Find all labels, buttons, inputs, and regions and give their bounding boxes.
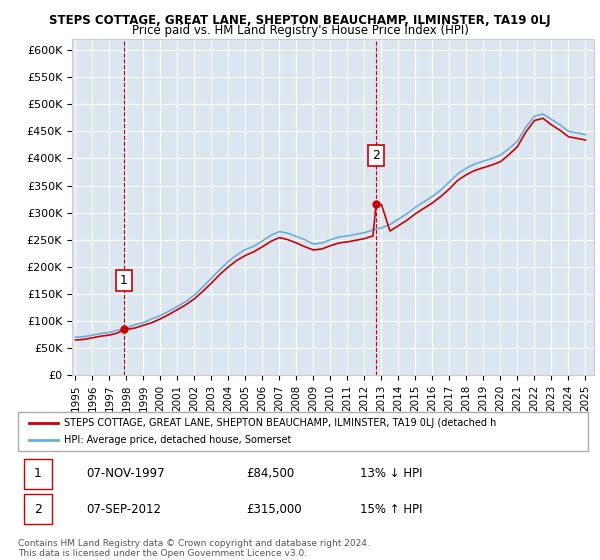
Text: £315,000: £315,000 — [246, 503, 302, 516]
Text: £84,500: £84,500 — [246, 468, 294, 480]
Text: 1: 1 — [34, 468, 42, 480]
Text: Contains HM Land Registry data © Crown copyright and database right 2024.: Contains HM Land Registry data © Crown c… — [18, 539, 370, 548]
Text: 2: 2 — [372, 149, 380, 162]
Text: 07-SEP-2012: 07-SEP-2012 — [86, 503, 161, 516]
FancyBboxPatch shape — [24, 459, 52, 489]
FancyBboxPatch shape — [24, 494, 52, 524]
Text: 15% ↑ HPI: 15% ↑ HPI — [360, 503, 422, 516]
Text: 07-NOV-1997: 07-NOV-1997 — [86, 468, 165, 480]
Text: HPI: Average price, detached house, Somerset: HPI: Average price, detached house, Some… — [64, 435, 291, 445]
Text: 2: 2 — [34, 503, 42, 516]
Text: 13% ↓ HPI: 13% ↓ HPI — [360, 468, 422, 480]
Text: This data is licensed under the Open Government Licence v3.0.: This data is licensed under the Open Gov… — [18, 549, 307, 558]
Text: Price paid vs. HM Land Registry's House Price Index (HPI): Price paid vs. HM Land Registry's House … — [131, 24, 469, 37]
Text: STEPS COTTAGE, GREAT LANE, SHEPTON BEAUCHAMP, ILMINSTER, TA19 0LJ: STEPS COTTAGE, GREAT LANE, SHEPTON BEAUC… — [49, 14, 551, 27]
Text: STEPS COTTAGE, GREAT LANE, SHEPTON BEAUCHAMP, ILMINSTER, TA19 0LJ (detached h: STEPS COTTAGE, GREAT LANE, SHEPTON BEAUC… — [64, 418, 496, 428]
Text: 1: 1 — [120, 274, 128, 287]
FancyBboxPatch shape — [18, 412, 588, 451]
